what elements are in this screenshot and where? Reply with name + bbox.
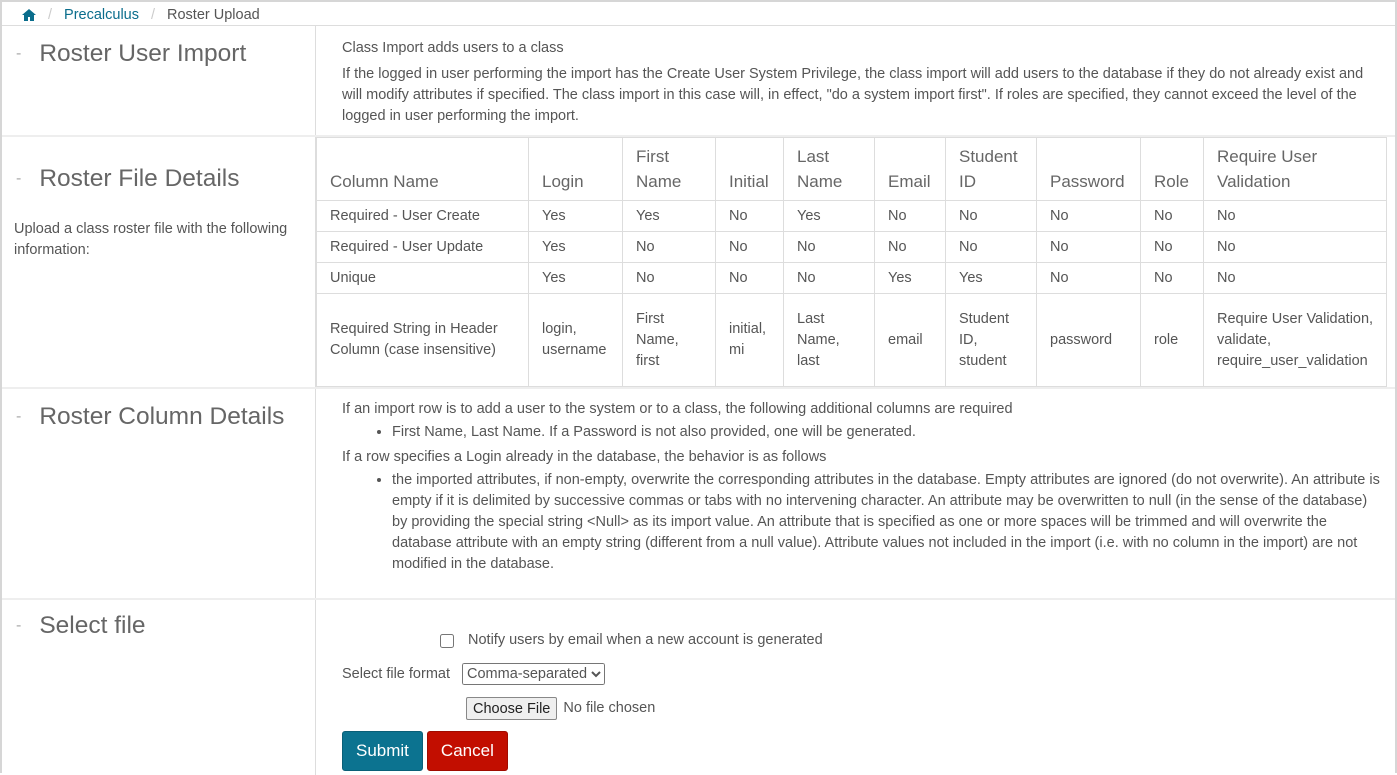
section-heading: - Roster File Details <box>16 165 240 192</box>
section-title: Roster File Details <box>39 165 240 192</box>
column-header: Email <box>874 137 946 201</box>
table-cell: Yes <box>783 200 875 232</box>
table-cell: No <box>874 231 946 263</box>
table-cell: No <box>1203 262 1387 294</box>
table-cell: email <box>874 293 946 387</box>
breadcrumb: / Precalculus / Roster Upload <box>2 2 1395 26</box>
no-file-text: No file chosen <box>563 700 656 716</box>
table-cell: initial, mi <box>715 293 784 387</box>
section-title: Select file <box>39 612 146 639</box>
table-cell: No <box>1140 231 1204 263</box>
roster-user-import-section: - Roster User Import Class Import adds us… <box>2 26 1395 137</box>
table-cell: Yes <box>528 200 623 232</box>
column-header: Login <box>528 137 623 201</box>
table-cell: role <box>1140 293 1204 387</box>
breadcrumb-current: Roster Upload <box>167 6 260 23</box>
column-header: Password <box>1036 137 1141 201</box>
table-cell: First Name, first <box>622 293 716 387</box>
table-cell: No <box>1036 231 1141 263</box>
table-cell: Yes <box>874 262 946 294</box>
table-cell: No <box>715 200 784 232</box>
column-header: First Name <box>622 137 716 201</box>
format-label: Select file format <box>342 665 450 682</box>
table-cell: No <box>1140 200 1204 232</box>
column-header: Require User Validation <box>1203 137 1387 201</box>
table-cell: Required - User Create <box>316 200 529 232</box>
column-header: Student ID <box>945 137 1037 201</box>
table-cell: No <box>783 231 875 263</box>
table-cell: No <box>715 262 784 294</box>
table-cell: password <box>1036 293 1141 387</box>
section-heading: - Roster User Import <box>16 40 247 67</box>
separator: / <box>150 6 156 23</box>
import-body: If the logged in user performing the imp… <box>342 66 1364 124</box>
table-row: Unique Yes No No No Yes Yes No No No <box>316 262 1387 294</box>
column-details-p1: If an import row is to add a user to the… <box>342 401 1013 417</box>
table-cell: Required String in Header Column (case i… <box>316 293 529 387</box>
table-row: Required - User Create Yes Yes No Yes No No No N… <box>316 200 1387 232</box>
roster-file-details-section: - Roster File Details Upload a class rost… <box>2 137 1395 389</box>
table-cell: Yes <box>528 262 623 294</box>
table-cell: No <box>1140 262 1204 294</box>
table-cell: Yes <box>622 200 716 232</box>
home-icon[interactable] <box>22 8 36 21</box>
table-row: Required - User Update Yes No No No No No No No N… <box>316 231 1387 263</box>
table-cell: Required - User Update <box>316 231 529 263</box>
table-cell: No <box>1203 200 1387 232</box>
section-heading: - Roster Column Details <box>16 403 285 430</box>
submit-button[interactable]: Submit <box>342 731 423 771</box>
cancel-button[interactable]: Cancel <box>426 731 508 771</box>
section-title: Roster Column Details <box>39 403 285 430</box>
choose-file-button[interactable]: Choose File <box>466 697 558 720</box>
column-header: Last Name <box>783 137 875 201</box>
list-item: First Name, Last Name. If a Password is … <box>392 422 1383 443</box>
table-cell: login, username <box>528 293 623 387</box>
table-cell: Student ID, student <box>945 293 1037 387</box>
column-header: Role <box>1140 137 1204 201</box>
table-cell: No <box>1036 262 1141 294</box>
column-details-p2: If a row specifies a Login already in th… <box>342 449 827 465</box>
table-cell: Unique <box>316 262 529 294</box>
table-cell: No <box>945 231 1037 263</box>
table-cell: No <box>715 231 784 263</box>
section-heading: - Select file <box>16 612 146 639</box>
roster-file-table: Column Name Login First Name Initial Last Na… <box>316 137 1387 387</box>
table-cell: No <box>1036 200 1141 232</box>
table-row: Required String in Header Column (case i… <box>316 293 1387 387</box>
roster-column-details-section: - Roster Column Details If an import row … <box>2 389 1395 600</box>
table-cell: No <box>622 262 716 294</box>
notify-label: Notify users by email when a new account… <box>468 632 823 648</box>
column-header: Column Name <box>316 137 529 201</box>
column-header: Initial <box>715 137 784 201</box>
table-cell: No <box>874 200 946 232</box>
table-cell: No <box>783 262 875 294</box>
import-intro: Class Import adds users to a class <box>342 40 564 56</box>
table-cell: No <box>1203 231 1387 263</box>
table-cell: Require User Validation, validate, requi… <box>1203 293 1387 387</box>
select-file-section: - Select file Notify users by email when … <box>2 600 1395 775</box>
table-header-row: Column Name Login First Name Initial Last Na… <box>316 137 1387 201</box>
file-format-select[interactable]: Comma-separated <box>462 663 605 685</box>
section-title: Roster User Import <box>39 40 247 67</box>
breadcrumb-precalculus[interactable]: Precalculus <box>64 6 139 23</box>
separator: / <box>48 6 53 23</box>
notify-checkbox[interactable] <box>440 633 454 648</box>
table-cell: No <box>622 231 716 263</box>
file-details-description: Upload a class roster file with the foll… <box>14 221 288 258</box>
table-cell: No <box>945 200 1037 232</box>
list-item: the imported attributes, if non-empty, o… <box>392 470 1383 575</box>
table-cell: Yes <box>945 262 1037 294</box>
table-cell: Yes <box>528 231 623 263</box>
table-cell: Last Name, last <box>783 293 875 387</box>
